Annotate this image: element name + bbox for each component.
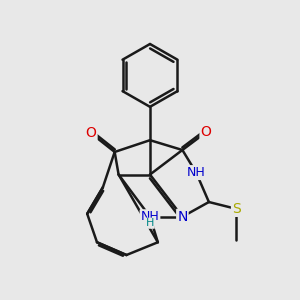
Text: H: H (146, 218, 154, 228)
Text: S: S (232, 202, 241, 216)
Text: O: O (200, 125, 211, 139)
Text: NH: NH (141, 210, 159, 223)
Text: O: O (86, 126, 97, 140)
Text: NH: NH (187, 166, 206, 179)
Text: N: N (177, 210, 188, 224)
